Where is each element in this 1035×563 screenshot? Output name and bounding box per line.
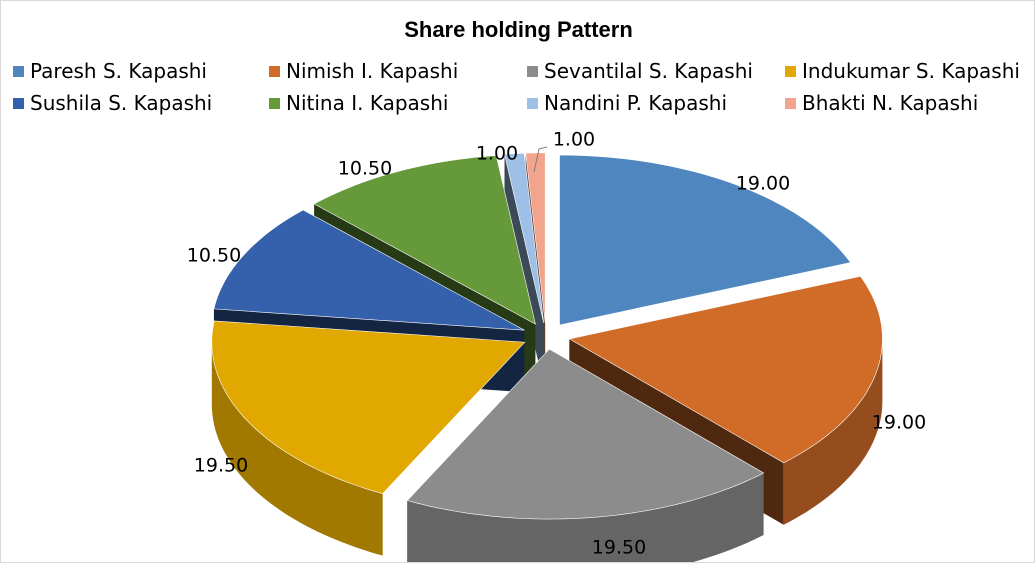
- legend-label-sushila: Sushila S. Kapashi: [30, 91, 213, 115]
- data-label-sushila: 10.50: [187, 245, 241, 267]
- data-label-bhakti: 1.00: [553, 129, 595, 151]
- legend-swatch-sevantilal: [527, 65, 538, 77]
- pie-slice-sushila: [213, 209, 525, 331]
- pie-slice-bhakti: [525, 152, 546, 323]
- legend-swatch-nitina: [269, 97, 280, 109]
- slice-outer-wall-sevantilal: [407, 473, 764, 562]
- legend-swatch-paresh: [13, 65, 24, 77]
- legend-label-paresh: Paresh S. Kapashi: [30, 59, 207, 83]
- data-label-nandini: 1.00: [476, 143, 518, 165]
- legend-label-nandini: Nandini P. Kapashi: [544, 91, 728, 115]
- legend-label-bhakti: Bhakti N. Kapashi: [802, 91, 979, 115]
- legend-swatch-bhakti: [785, 97, 796, 109]
- legend-swatch-nandini: [527, 97, 538, 109]
- legend-label-indukumar: Indukumar S. Kapashi: [802, 59, 1020, 83]
- pie-slice-indukumar: [211, 320, 526, 494]
- pie-slice-nandini: [504, 152, 544, 323]
- legend-item-nimish: Nimish I. Kapashi: [269, 59, 458, 83]
- pie-slice-nimish: [568, 275, 883, 464]
- legend-item-nitina: Nitina I. Kapashi: [269, 91, 448, 115]
- pie-slice-nitina: [313, 155, 536, 325]
- data-label-indukumar: 19.50: [194, 455, 248, 477]
- legend-label-nimish: Nimish I. Kapashi: [286, 59, 459, 83]
- pie-slice-sevantilal: [406, 348, 765, 520]
- legend-item-sevantilal: Sevantilal S. Kapashi: [527, 59, 753, 83]
- legend-label-sevantilal: Sevantilal S. Kapashi: [544, 59, 753, 83]
- pie-slice-paresh: [559, 154, 852, 326]
- legend-label-nitina: Nitina I. Kapashi: [286, 91, 449, 115]
- legend-swatch-nimish: [269, 65, 280, 77]
- chart-title: Share holding Pattern: [404, 17, 633, 42]
- data-label-sevantilal: 19.50: [592, 537, 646, 559]
- legend-item-sushila: Sushila S. Kapashi: [13, 91, 212, 115]
- legend-item-indukumar: Indukumar S. Kapashi: [785, 59, 1020, 83]
- legend-swatch-sushila: [13, 97, 24, 109]
- legend-swatch-indukumar: [785, 65, 796, 77]
- legend-item-nandini: Nandini P. Kapashi: [527, 91, 727, 115]
- slice-outer-wall-indukumar: [211, 342, 383, 556]
- slice-outer-wall-nimish: [783, 338, 883, 525]
- leader-line-bhakti: [533, 146, 548, 173]
- data-label-nitina: 10.50: [338, 158, 392, 180]
- data-label-nimish: 19.00: [872, 412, 926, 434]
- legend-item-bhakti: Bhakti N. Kapashi: [785, 91, 978, 115]
- legend-item-paresh: Paresh S. Kapashi: [13, 59, 207, 83]
- data-label-paresh: 19.00: [736, 173, 790, 195]
